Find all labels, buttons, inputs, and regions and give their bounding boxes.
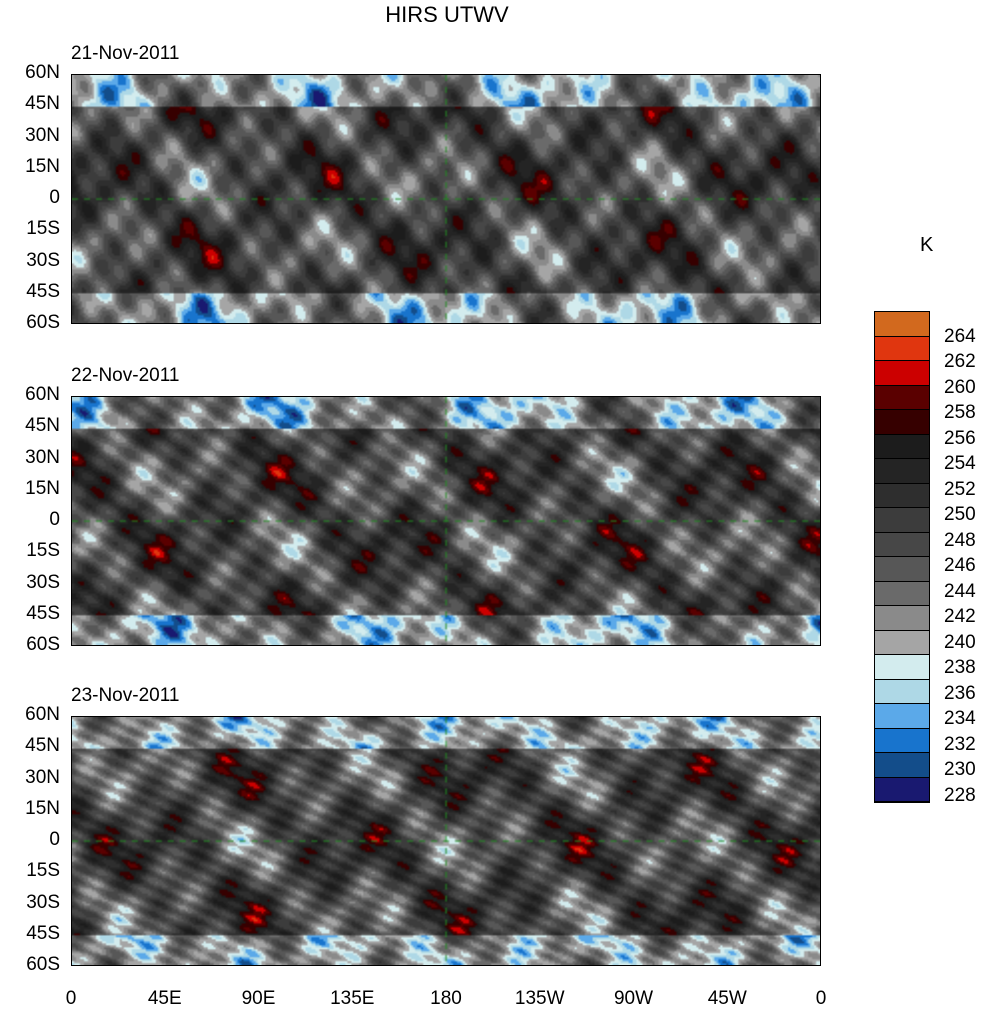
colorbar-tick-label: 250 <box>944 504 976 525</box>
x-tick-label: 135W <box>514 988 565 1009</box>
colorbar-swatch <box>875 557 929 582</box>
x-tick-label: 90E <box>241 988 276 1009</box>
colorbar-tick-label: 230 <box>944 759 976 780</box>
colorbar-tick-label: 252 <box>944 478 976 500</box>
map-panel <box>71 396 821 646</box>
colorbar-tick-label: 258 <box>944 402 976 423</box>
panel-date-label: 21-Nov-2011 <box>71 43 180 64</box>
colorbar-swatch <box>875 679 929 704</box>
x-tick-label: 135E <box>330 988 375 1009</box>
colorbar-tick-label: 232 <box>944 733 976 755</box>
colorbar-swatch <box>875 630 929 655</box>
y-tick-label: 0 <box>49 187 60 208</box>
utwv-field <box>72 397 820 645</box>
chart-title: HIRS UTWV <box>385 2 509 27</box>
y-tick-label: 60S <box>26 312 60 333</box>
y-tick-label: 15S <box>26 540 60 562</box>
colorbar-tick-label: 264 <box>944 325 976 347</box>
y-tick-label: 30N <box>25 766 60 788</box>
colorbar-swatch <box>875 655 929 680</box>
x-tick-label: 90W <box>613 988 654 1009</box>
colorbar-swatch <box>875 385 929 410</box>
colorbar-swatch <box>875 410 929 435</box>
y-tick-label: 45S <box>26 602 60 624</box>
x-tick-label: 45W <box>707 988 747 1009</box>
utwv-field <box>72 75 820 323</box>
colorbar-swatch <box>875 704 929 729</box>
colorbar-tick-label: 244 <box>944 580 976 602</box>
y-tick-label: 30N <box>25 124 60 146</box>
colorbar-tick-label: 248 <box>944 529 976 551</box>
y-tick-label: 30S <box>26 249 60 271</box>
colorbar-swatch <box>875 532 929 557</box>
colorbar-tick-label: 246 <box>944 555 976 576</box>
colorbar-tick-label: 234 <box>944 708 976 729</box>
colorbar-tick-label: 228 <box>944 784 976 806</box>
y-tick-label: 45N <box>25 735 60 757</box>
map-panel <box>71 74 821 324</box>
colorbar <box>874 311 930 803</box>
colorbar-swatch <box>875 434 929 459</box>
y-tick-label: 45S <box>26 922 60 944</box>
y-tick-label: 30S <box>26 571 60 593</box>
y-tick-label: 15N <box>25 797 60 819</box>
colorbar-swatch <box>875 728 929 753</box>
colorbar-swatch <box>875 606 929 631</box>
colorbar-swatch <box>875 361 929 386</box>
colorbar-swatch <box>875 508 929 533</box>
colorbar-tick-label: 260 <box>944 376 976 398</box>
colorbar-swatch <box>875 312 929 337</box>
panel-date-label: 22-Nov-2011 <box>71 365 180 386</box>
y-tick-label: 15N <box>25 477 60 499</box>
colorbar-tick-label: 240 <box>944 631 976 653</box>
colorbar-swatch <box>875 336 929 361</box>
y-tick-label: 0 <box>49 509 60 530</box>
colorbar-swatch <box>875 459 929 484</box>
y-tick-label: 60S <box>26 954 60 975</box>
y-tick-label: 60N <box>25 704 60 725</box>
y-tick-label: 0 <box>49 829 60 850</box>
x-tick-label: 45E <box>147 988 182 1009</box>
colorbar-swatch <box>875 753 929 778</box>
y-tick-label: 60N <box>25 62 60 83</box>
colorbar-unit-label: K <box>920 234 934 256</box>
colorbar-tick-label: 236 <box>944 682 976 704</box>
y-tick-label: 45N <box>25 93 60 115</box>
x-tick-label: 0 <box>815 988 827 1009</box>
y-tick-label: 30N <box>25 446 60 468</box>
x-tick-label: 180 <box>430 988 462 1009</box>
y-tick-label: 15S <box>26 860 60 882</box>
y-tick-label: 45S <box>26 280 60 302</box>
y-tick-label: 15N <box>25 155 60 177</box>
y-tick-label: 60N <box>25 384 60 405</box>
y-tick-label: 45N <box>25 415 60 437</box>
y-tick-label: 15S <box>26 218 60 240</box>
colorbar-tick-label: 262 <box>944 351 976 372</box>
colorbar-swatch <box>875 581 929 606</box>
y-tick-label: 30S <box>26 891 60 913</box>
utwv-field <box>72 717 820 965</box>
colorbar-tick-label: 254 <box>944 453 976 474</box>
colorbar-tick-label: 242 <box>944 606 976 627</box>
y-tick-label: 60S <box>26 634 60 655</box>
x-tick-label: 0 <box>65 988 77 1009</box>
colorbar-swatch <box>875 483 929 508</box>
map-panel <box>71 716 821 966</box>
colorbar-tick-label: 238 <box>944 657 976 678</box>
panel-date-label: 23-Nov-2011 <box>71 685 180 706</box>
colorbar-tick-label: 256 <box>944 427 976 449</box>
colorbar-swatch <box>875 777 929 802</box>
